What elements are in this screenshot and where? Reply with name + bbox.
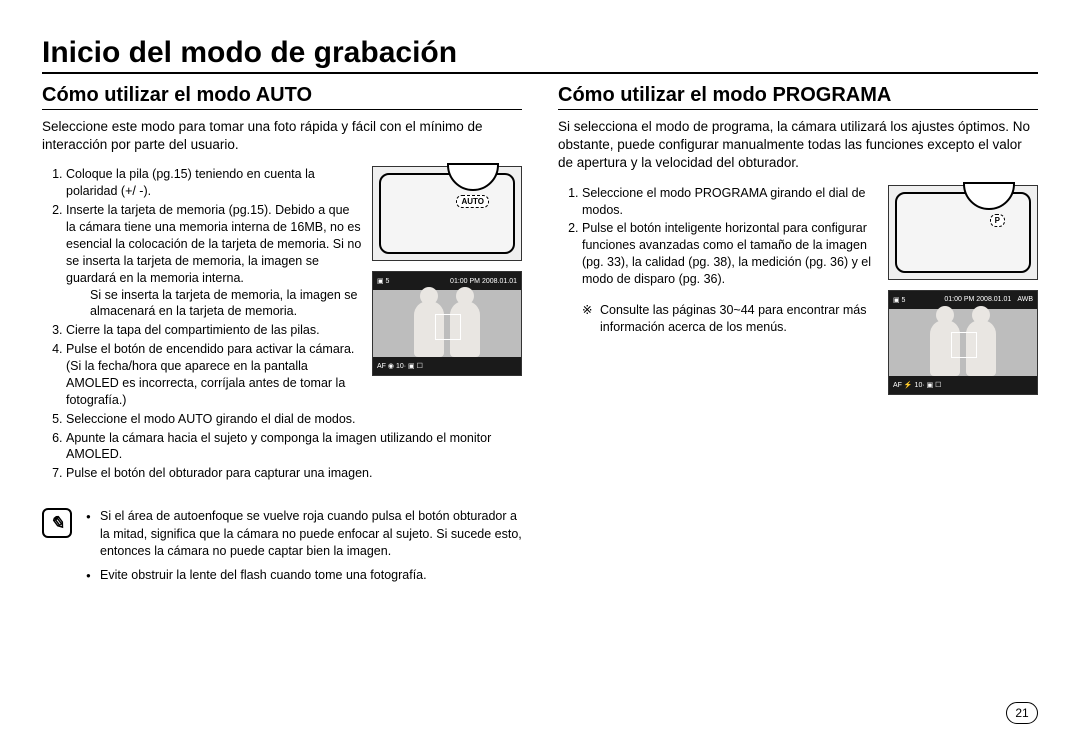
left-figures: AUTO ▣ 5 01:00 PM 2008.01.01 (372, 166, 522, 386)
page-number: 21 (1006, 702, 1038, 724)
camera-top-illustration: AUTO (372, 166, 522, 261)
lcd-preview-auto: ▣ 5 01:00 PM 2008.01.01 AF ◉ 10· ▣ ☐ (372, 271, 522, 376)
mode-dial-badge-auto: AUTO (456, 195, 489, 208)
step-text: Inserte la tarjeta de memoria (pg.15). D… (66, 203, 361, 285)
note-item: Si el área de autoenfoque se vuelve roja… (86, 508, 522, 561)
note-list: Si el área de autoenfoque se vuelve roja… (86, 508, 522, 590)
lcd-top-right: 01:00 PM 2008.01.01 (450, 278, 517, 285)
reference-note: Consulte las páginas 30~44 para encontra… (582, 302, 1038, 337)
focus-frame-icon (435, 314, 461, 340)
left-column: Cómo utilizar el modo AUTO Seleccione es… (42, 84, 522, 590)
two-column-layout: Cómo utilizar el modo AUTO Seleccione es… (42, 84, 1038, 590)
step-item: Seleccione el modo AUTO girando el dial … (66, 411, 522, 428)
right-heading: Cómo utilizar el modo PROGRAMA (558, 84, 1038, 110)
note-block: ✎ Si el área de autoenfoque se vuelve ro… (42, 508, 522, 590)
lcd-bottom: AF ⚡ 10· ▣ ☐ (893, 381, 941, 389)
step-item: Apunte la cámara hacia el sujeto y compo… (66, 430, 522, 464)
page-title: Inicio del modo de grabación (42, 36, 1038, 74)
note-item: Evite obstruir la lente del flash cuando… (86, 567, 522, 585)
mode-dial-badge-program: P (990, 214, 1005, 227)
right-intro: Si selecciona el modo de programa, la cá… (558, 118, 1038, 173)
note-icon: ✎ (42, 508, 72, 538)
right-content: P ▣ 5 01:00 PM 2008.01.01 AWB (558, 185, 1038, 405)
left-heading: Cómo utilizar el modo AUTO (42, 84, 522, 110)
left-content: AUTO ▣ 5 01:00 PM 2008.01.01 (42, 166, 522, 484)
right-column: Cómo utilizar el modo PROGRAMA Si selecc… (558, 84, 1038, 590)
right-figures: P ▣ 5 01:00 PM 2008.01.01 AWB (888, 185, 1038, 405)
camera-top-illustration: P (888, 185, 1038, 280)
lcd-bottom: AF ◉ 10· ▣ ☐ (377, 362, 423, 370)
lcd-top-left: ▣ 5 (377, 277, 389, 285)
left-intro: Seleccione este modo para tomar una foto… (42, 118, 522, 154)
step-item: Pulse el botón del obturador para captur… (66, 465, 522, 482)
